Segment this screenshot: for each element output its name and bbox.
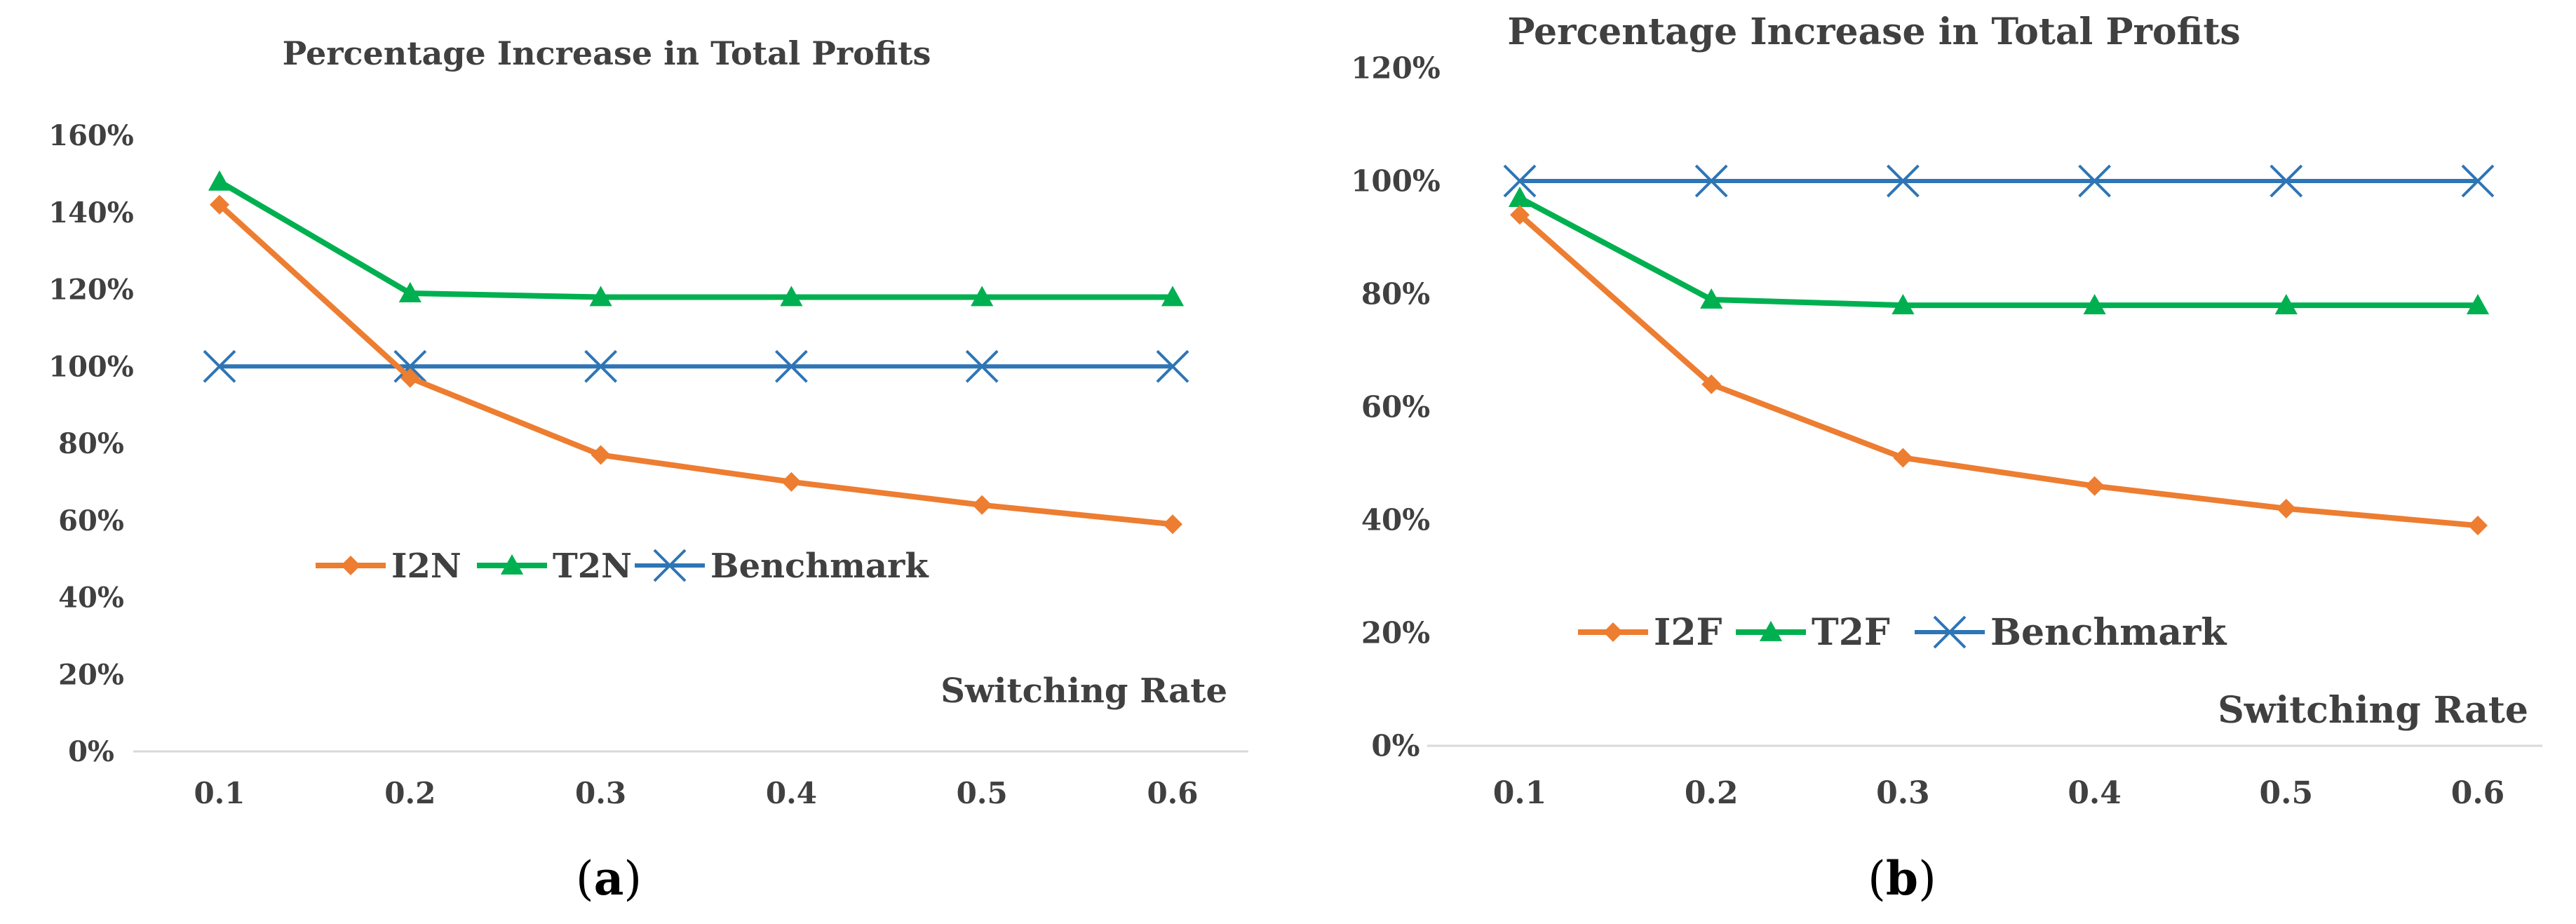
panel-a-data-point: [1156, 349, 1189, 383]
panel-b-data-point: [2466, 294, 2490, 314]
panel-a-series-line: [217, 179, 1173, 300]
panel-a-x-tick-label: 0.6: [1147, 776, 1198, 810]
panel-b-y-tick-label: 120%: [1351, 51, 1441, 86]
panel-b-x-tick-label: 0.1: [1493, 775, 1547, 811]
panel-a-x-tick-label: 0.3: [575, 776, 626, 810]
panel-a-data-point: [208, 170, 231, 191]
panel-a-data-point: [965, 349, 999, 383]
panel-a-x-tick-label: 0.1: [194, 776, 245, 810]
panel-b-data-point: [2078, 164, 2112, 198]
panel-b-legend-marker: [1603, 622, 1623, 642]
panel-a-legend-label: I2N: [391, 547, 461, 586]
panel-b-x-tick-label: 0.6: [2451, 775, 2505, 811]
panel-a-legend-marker: [500, 554, 524, 575]
panel-b-panel-label: (b): [1868, 851, 1936, 906]
panel-b-data-point: [1508, 187, 1532, 208]
panel-a-legend-label: T2N: [553, 547, 632, 586]
panel-b-legend-label: I2F: [1654, 611, 1722, 654]
panel-a-data-point: [400, 368, 420, 388]
panel-b-data-point: [2084, 476, 2105, 496]
panel-a-data-point: [972, 495, 992, 515]
panel-b-legend-label: Benchmark: [1990, 611, 2227, 654]
panel-b-x-tick-label: 0.2: [1685, 775, 1739, 811]
panel-b-data-point: [2083, 294, 2106, 314]
panel-b-data-point: [1886, 164, 1920, 198]
panel-b-series-t2f: [1508, 187, 2490, 314]
panel-b-legend-marker: [1759, 620, 1783, 641]
panel-b-data-point: [1893, 448, 1913, 468]
panel-a-chart: Percentage Increase in Total Profits 0% 20…: [48, 34, 1248, 906]
panel-a-panel-label: (a): [576, 851, 642, 906]
panel-a-y-tick-label: 20%: [58, 658, 124, 691]
panel-a-series-t2n: [208, 170, 1185, 307]
panel-b-data-point: [2270, 164, 2303, 198]
panel-a-x-tick-label: 0.4: [766, 776, 817, 810]
panel-b-legend-marker: [1933, 615, 1967, 649]
panel-b-legend: I2F T2F Benchmark: [1578, 611, 2227, 654]
panel-b-legend-label: T2F: [1812, 611, 1890, 654]
panel-a-data-point: [971, 286, 994, 307]
panel-a-series-line: [217, 202, 1173, 528]
panel-b-data-point: [2468, 516, 2488, 536]
panel-a-x-tick-label: 0.5: [957, 776, 1008, 810]
panel-a-y-tick-label: 40%: [58, 582, 124, 615]
panel-a-y-tick-label: 0%: [68, 735, 114, 768]
panel-a-x-axis-label: Switching Rate: [940, 671, 1227, 711]
panel-b-x-tick-label: 0.5: [2260, 775, 2314, 811]
panel-b-data-point: [2274, 294, 2298, 314]
panel-a-data-point: [210, 194, 229, 215]
panel-b-chart: Percentage Increase in Total Profits 0% 20…: [1351, 11, 2542, 906]
panel-b-series-benchmark: [1503, 164, 2495, 198]
panel-a-data-point: [393, 349, 427, 383]
panel-b-data-point: [1701, 374, 1722, 394]
panel-b-x-tick-label: 0.4: [2068, 775, 2122, 811]
panel-b-y-tick-label: 100%: [1351, 164, 1441, 199]
panel-b-x-tick-label: 0.3: [1876, 775, 1930, 811]
panel-b-title: Percentage Increase in Total Profits: [1507, 11, 2240, 53]
panel-b-data-point: [1694, 164, 1728, 198]
panel-b-data-point: [1510, 205, 1530, 225]
panel-a-title: Percentage Increase in Total Profits: [283, 34, 931, 72]
panel-b-data-point: [1700, 288, 1723, 309]
panel-a-y-tick-label: 80%: [58, 427, 124, 460]
panel-a-data-point: [591, 445, 611, 465]
panel-a-y-tick-label: 140%: [48, 196, 134, 229]
panel-a-data-point: [774, 349, 808, 383]
panel-a-data-point: [781, 471, 802, 492]
panel-a-y-tick-label: 160%: [48, 119, 134, 152]
panel-a-data-point: [398, 281, 422, 302]
panel-b-y-tick-label: 80%: [1361, 277, 1430, 312]
panel-b-data-point: [2461, 164, 2495, 198]
panel-b-data-point: [1503, 164, 1537, 198]
panel-a-legend-label: Benchmark: [710, 547, 929, 586]
panel-a-legend-marker: [653, 549, 687, 582]
panel-a-legend-marker: [341, 556, 360, 575]
panel-b-y-tick-label: 40%: [1361, 503, 1430, 537]
panel-a-y-tick-label: 60%: [58, 504, 124, 537]
panel-a-data-point: [1161, 286, 1185, 307]
panel-b-series-line: [1518, 213, 2479, 529]
panel-b-y-tick-label: 0%: [1371, 729, 1420, 763]
panel-b-series-i2f: [1510, 205, 2488, 536]
panel-b-series-line: [1518, 195, 2478, 309]
panel-a-y-tick-label: 100%: [48, 350, 134, 383]
panel-b-y-tick-label: 20%: [1361, 616, 1430, 650]
panel-a-data-point: [584, 349, 618, 383]
panel-b-data-point: [2276, 498, 2296, 518]
panel-b-y-tick-label: 60%: [1361, 390, 1430, 424]
panel-a-series-benchmark: [203, 349, 1189, 383]
panel-a-data-point: [1163, 514, 1182, 535]
panel-b-x-axis-label: Switching Rate: [2218, 689, 2528, 732]
panel-a-y-tick-label: 120%: [48, 274, 134, 307]
panel-a-series-i2n: [210, 194, 1182, 535]
panel-a-x-tick-label: 0.2: [384, 776, 436, 810]
panel-a-legend: I2N T2N Benchmark: [316, 547, 929, 586]
panel-a-data-point: [780, 286, 803, 307]
panel-a-data-point: [589, 286, 612, 307]
panel-b-data-point: [1891, 294, 1915, 314]
panel-a-data-point: [203, 349, 236, 383]
